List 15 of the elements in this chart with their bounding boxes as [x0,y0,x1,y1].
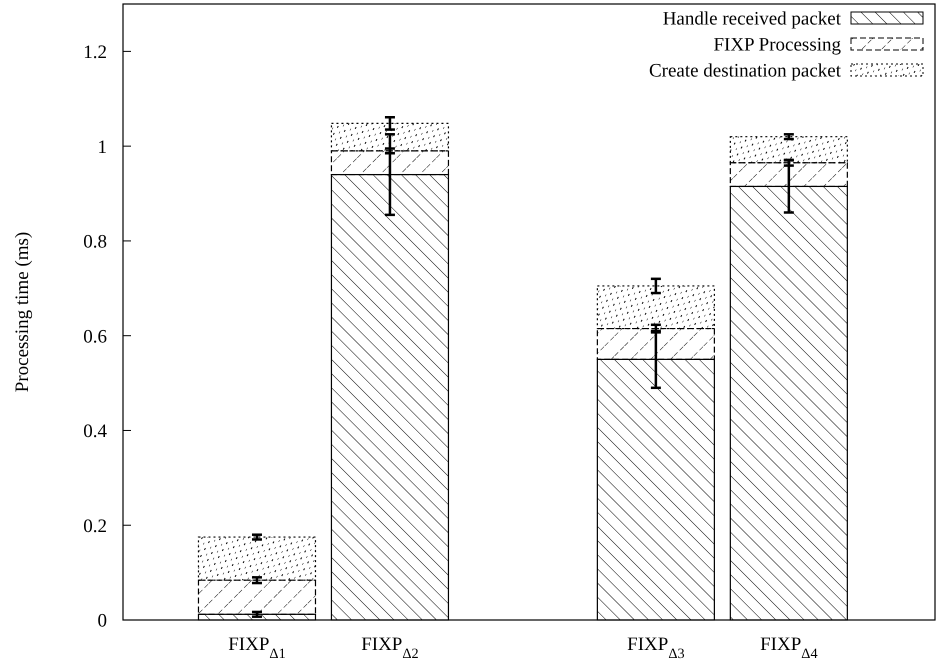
y-tick-label: 0.2 [83,516,107,537]
x-tick-label: FIXP$_{Δ1}$ [228,634,286,662]
legend-label: Handle received packet [662,8,842,30]
y-tick-label: 1.2 [83,42,107,64]
y-tick-label: 0.6 [83,326,107,348]
y-tick-label: 0.8 [83,232,107,253]
legend-label: FIXP Processing [713,34,842,56]
x-tick-label: FIXP$_{Δ2}$ [361,634,419,662]
x-tick-label: FIXP$_{Δ3}$ [627,634,685,662]
y-tick-label: 0.4 [83,421,108,442]
y-tick-label: 1 [98,136,107,158]
legend-label: Create destination packet [648,60,842,82]
x-tick-label: FIXP$_{Δ4}$ [760,634,818,662]
y-axis-title: Processing time (ms) [12,232,33,392]
y-tick-label: 0 [98,610,107,632]
